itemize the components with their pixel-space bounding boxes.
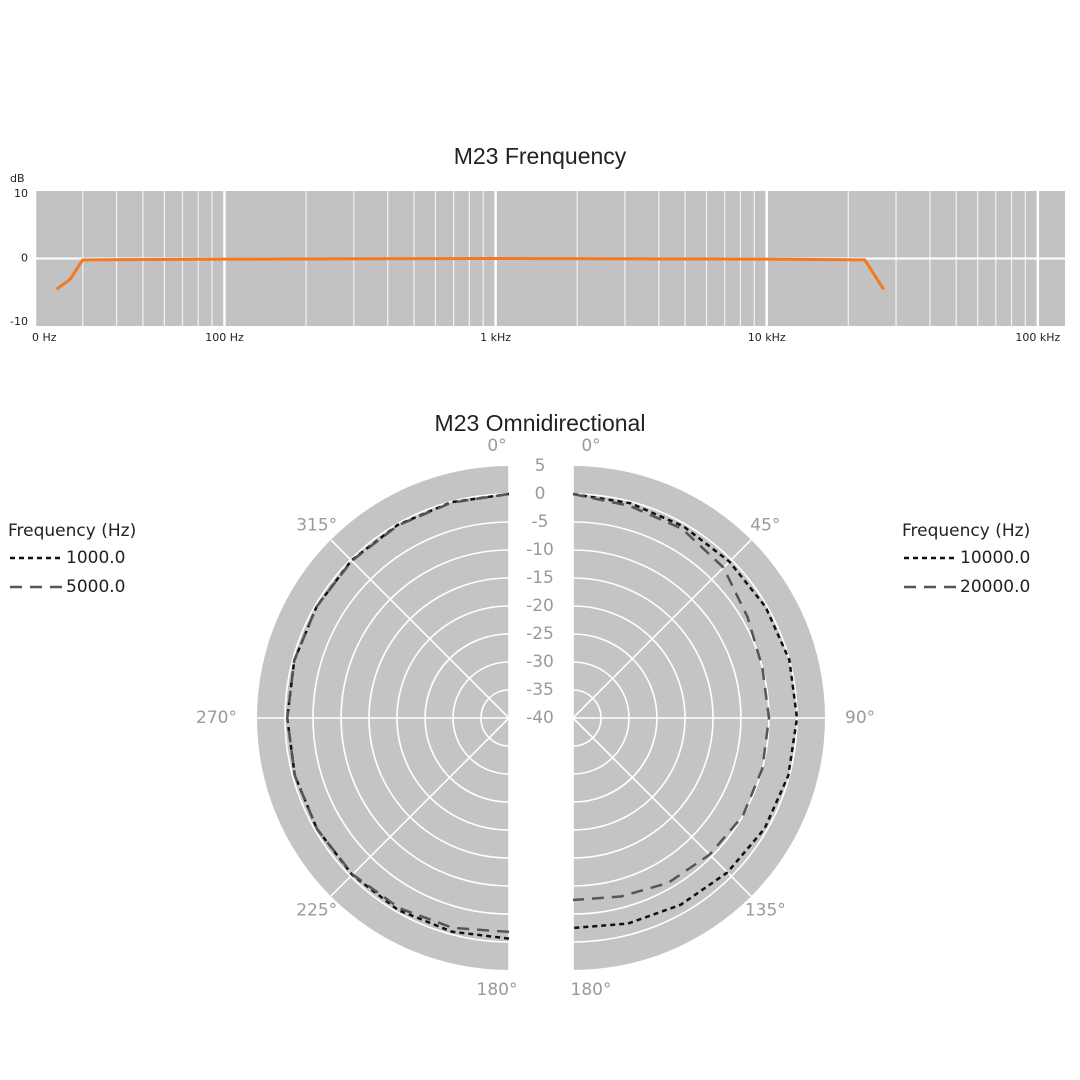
angle-tick-label: 0° xyxy=(487,436,506,456)
angle-tick-label: 0° xyxy=(581,436,600,456)
angle-tick-label: 180° xyxy=(477,980,518,1000)
grid-spoke xyxy=(572,717,752,897)
legend-label: 20000.0 xyxy=(960,577,1030,597)
r-tick-label: -35 xyxy=(526,680,554,700)
grid-spoke xyxy=(572,539,752,719)
r-tick-label: -20 xyxy=(526,596,554,616)
y-tick-label: 10 xyxy=(14,187,28,200)
x-tick-label: 10 kHz xyxy=(748,331,786,344)
polar-line xyxy=(285,492,510,940)
angle-tick-label: 135° xyxy=(745,900,786,920)
y-tick-label: 0 xyxy=(21,252,28,265)
angle-tick-label: 45° xyxy=(750,516,780,536)
r-tick-label: -15 xyxy=(526,568,554,588)
r-tick-label: -25 xyxy=(526,624,554,644)
r-tick-label: 5 xyxy=(535,456,546,476)
angle-tick-label: 225° xyxy=(296,900,337,920)
y-tick-label: -10 xyxy=(10,315,28,328)
data-line xyxy=(55,257,885,291)
legend-title: Frequency (Hz) xyxy=(902,521,1030,541)
legend-label: 10000.0 xyxy=(960,548,1030,568)
r-tick-label: 0 xyxy=(535,484,546,504)
legend-title: Frequency (Hz) xyxy=(8,521,136,541)
chart-title: M23 Frenquency xyxy=(454,143,627,169)
x-tick-label: 0 Hz xyxy=(32,331,57,344)
angle-tick-label: 180° xyxy=(571,980,612,1000)
r-tick-label: -40 xyxy=(526,708,554,728)
legend-label: 5000.0 xyxy=(66,577,125,597)
grid-spoke xyxy=(330,539,510,719)
chart-title: M23 Omnidirectional xyxy=(435,410,646,436)
legend-label: 1000.0 xyxy=(66,548,125,568)
angle-tick-label: 270° xyxy=(196,708,237,728)
grid-spoke xyxy=(330,717,510,897)
polar-line xyxy=(572,492,799,930)
polar-line xyxy=(285,492,510,934)
angle-tick-label: 315° xyxy=(296,516,337,536)
angle-tick-label: 90° xyxy=(845,708,875,728)
polar-line xyxy=(572,492,771,902)
r-tick-label: -30 xyxy=(526,652,554,672)
x-tick-label: 1 kHz xyxy=(480,331,511,344)
y-axis-label: dB xyxy=(10,172,25,185)
x-tick-label: 100 Hz xyxy=(205,331,244,344)
r-tick-label: -5 xyxy=(532,512,549,532)
r-tick-label: -10 xyxy=(526,540,554,560)
x-tick-label: 100 kHz xyxy=(1015,331,1060,344)
